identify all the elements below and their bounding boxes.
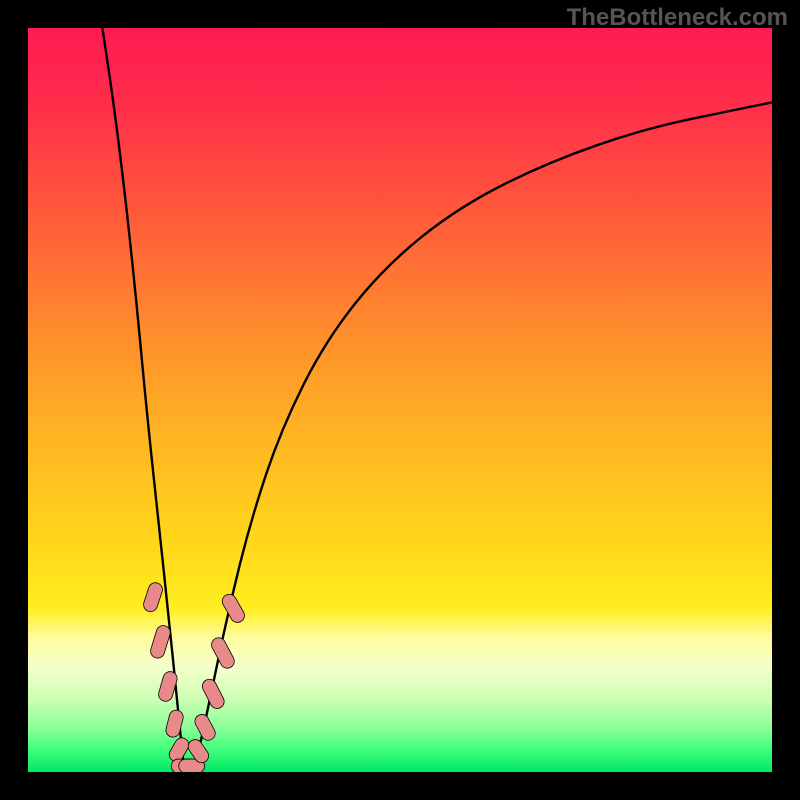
plot-area bbox=[28, 28, 772, 772]
gradient-background bbox=[28, 28, 772, 772]
watermark-text: TheBottleneck.com bbox=[567, 4, 788, 32]
chart-svg bbox=[28, 28, 772, 772]
